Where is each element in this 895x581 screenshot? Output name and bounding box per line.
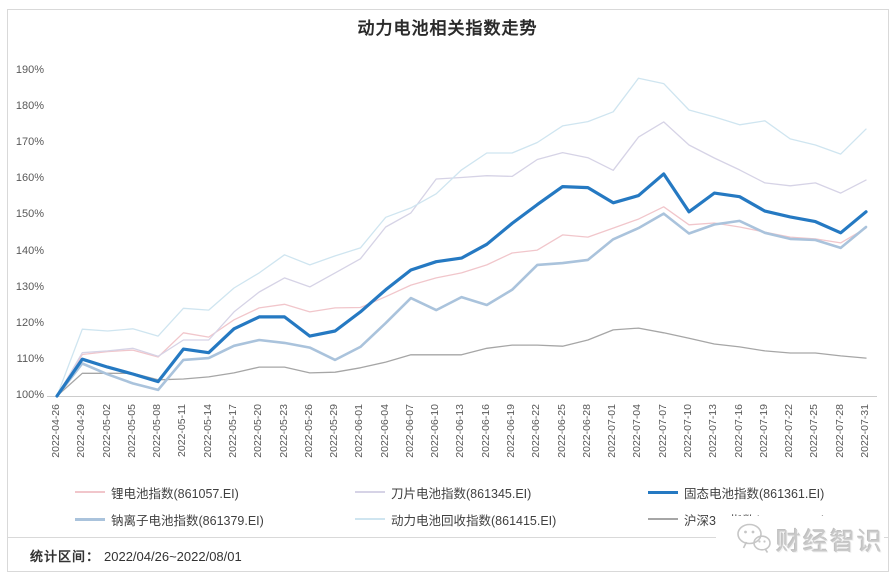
series-line bbox=[55, 212, 868, 398]
legend-label: 锂电池指数(861057.EI) bbox=[111, 486, 239, 501]
x-tick-label: 2022-07-19 bbox=[757, 404, 770, 458]
stats-range: 统计区间： 2022/04/26~2022/08/01 bbox=[30, 546, 242, 565]
x-tick-label: 2022-07-07 bbox=[656, 404, 669, 458]
footer-divider bbox=[7, 537, 888, 538]
x-tick-label: 2022-05-20 bbox=[252, 404, 265, 458]
x-tick-label: 2022-05-08 bbox=[151, 404, 164, 458]
y-tick-label: 190% bbox=[15, 64, 44, 76]
y-tick-label: 110% bbox=[16, 352, 44, 365]
x-tick-label: 2022-05-14 bbox=[201, 404, 214, 458]
x-tick-label: 2022-07-01 bbox=[606, 404, 619, 458]
legend-item: 刀片电池指数(861345.EI) bbox=[355, 484, 532, 501]
x-tick-label: 2022-06-13 bbox=[454, 404, 467, 458]
x-tick-label: 2022-06-10 bbox=[429, 404, 442, 458]
legend-label: 动力电池回收指数(861415.EI) bbox=[391, 513, 557, 528]
series-line bbox=[56, 77, 867, 397]
legend-item: 固态电池指数(861361.EI) bbox=[648, 484, 825, 501]
series-line bbox=[55, 172, 868, 398]
x-tick-label: 2022-06-25 bbox=[555, 404, 568, 458]
x-tick-label: 2022-06-19 bbox=[505, 404, 518, 458]
x-tick-label: 2022-07-28 bbox=[833, 404, 846, 458]
x-tick-label: 2022-05-05 bbox=[125, 404, 138, 458]
x-tick-label: 2022-07-25 bbox=[808, 404, 821, 458]
x-tick-label: 2022-07-16 bbox=[732, 404, 745, 458]
x-tick-label: 2022-05-29 bbox=[328, 404, 341, 458]
wechat-icon bbox=[736, 522, 772, 559]
legend-marker bbox=[648, 490, 678, 494]
legend-item: 钠离子电池指数(861379.EI) bbox=[75, 511, 264, 528]
y-tick-label: 160% bbox=[15, 172, 44, 185]
legend-label: 固态电池指数(861361.EI) bbox=[684, 486, 825, 501]
y-tick-label: 130% bbox=[15, 280, 44, 293]
x-tick-label: 2022-05-26 bbox=[302, 404, 315, 458]
legend-marker bbox=[355, 491, 385, 493]
stats-range-label: 统计区间： bbox=[30, 549, 101, 564]
watermark: 财经智识 bbox=[716, 516, 884, 564]
legend-marker bbox=[75, 491, 105, 493]
x-tick-label: 2022-05-02 bbox=[100, 404, 113, 458]
y-tick-label: 150% bbox=[15, 208, 44, 221]
legend-label: 钠离子电池指数(861379.EI) bbox=[111, 513, 264, 528]
series-line bbox=[56, 206, 867, 397]
y-tick-label: 140% bbox=[15, 244, 44, 257]
legend-label: 刀片电池指数(861345.EI) bbox=[391, 486, 532, 501]
x-tick-label: 2022-05-23 bbox=[277, 404, 290, 458]
x-tick-label: 2022-06-04 bbox=[378, 404, 391, 458]
legend-marker bbox=[648, 518, 678, 520]
legend-item: 锂电池指数(861057.EI) bbox=[75, 484, 239, 501]
x-tick-label: 2022-07-31 bbox=[858, 404, 871, 458]
y-tick-label: 180% bbox=[15, 100, 44, 113]
legend-item: 动力电池回收指数(861415.EI) bbox=[355, 511, 557, 528]
x-tick-label: 2022-07-22 bbox=[783, 404, 796, 458]
x-tick-label: 2022-04-29 bbox=[75, 404, 88, 458]
y-tick-label: 170% bbox=[15, 136, 44, 149]
plot-area bbox=[47, 77, 877, 398]
x-tick-label: 2022-05-11 bbox=[176, 404, 189, 457]
x-tick-label: 2022-07-13 bbox=[707, 404, 720, 458]
x-tick-label: 2022-07-10 bbox=[682, 404, 695, 458]
legend-marker bbox=[75, 517, 105, 521]
page-title: 动力电池相关指数走势 bbox=[357, 19, 538, 38]
watermark-text: 财经智识 bbox=[775, 528, 884, 556]
x-tick-label: 2022-05-17 bbox=[226, 404, 239, 458]
y-tick-label: 120% bbox=[15, 316, 44, 329]
series-line bbox=[56, 121, 867, 397]
x-tick-label: 2022-06-07 bbox=[403, 404, 416, 458]
series-line bbox=[56, 327, 867, 397]
x-tick-label: 2022-04-26 bbox=[50, 404, 62, 458]
x-tick-label: 2022-06-01 bbox=[353, 404, 366, 458]
x-tick-label: 2022-06-16 bbox=[479, 404, 492, 458]
x-tick-label: 2022-06-22 bbox=[530, 404, 543, 458]
x-tick-label: 2022-07-04 bbox=[631, 404, 644, 458]
stats-range-value: 2022/04/26~2022/08/01 bbox=[104, 549, 242, 564]
legend-marker bbox=[355, 518, 385, 520]
x-tick-label: 2022-06-28 bbox=[580, 404, 593, 458]
y-tick-label: 100% bbox=[15, 389, 44, 401]
